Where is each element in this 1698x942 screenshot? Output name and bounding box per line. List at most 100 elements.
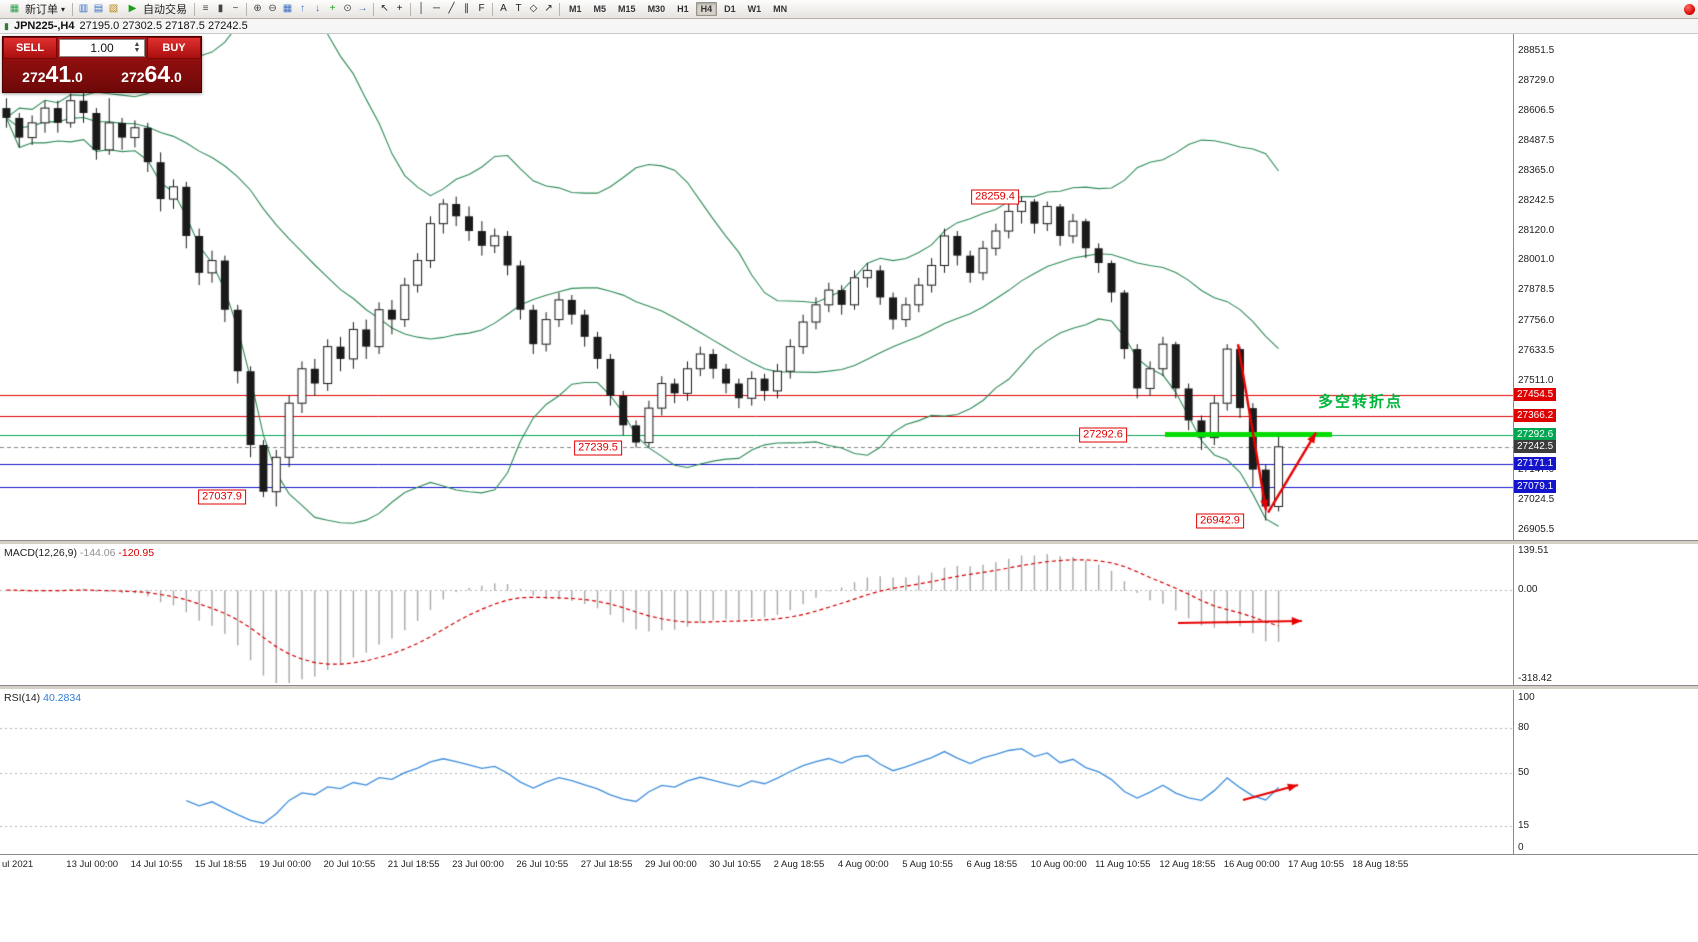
- macd-axis-label: -318.42: [1518, 673, 1552, 684]
- price-chart-canvas[interactable]: [0, 34, 1513, 540]
- macd-value: -144.06: [79, 547, 116, 559]
- sort-descending-icon[interactable]: ↓: [315, 3, 321, 14]
- new-order-button[interactable]: ▦ 新订单 ▾: [3, 2, 69, 17]
- connection-alert-icon[interactable]: [1684, 3, 1695, 15]
- volume-value: 1.00: [90, 41, 114, 55]
- rsi-canvas[interactable]: [0, 690, 1513, 854]
- navigator-icon[interactable]: ▧: [108, 3, 119, 14]
- price-axis-label: 28120.0: [1518, 225, 1555, 237]
- time-axis-label: 30 Jul 10:55: [709, 859, 762, 870]
- toolbar-separator: [72, 2, 74, 16]
- horizontal-line-icon[interactable]: ─: [432, 3, 441, 14]
- toolbar-separator: [194, 2, 196, 16]
- time-axis-label: 26 Jul 10:55: [516, 859, 569, 870]
- crosshair-icon[interactable]: +: [396, 3, 403, 14]
- rsi-axis-label: 50: [1518, 767, 1530, 778]
- timeframe-button-w1[interactable]: W1: [747, 4, 762, 14]
- zoom-in-icon[interactable]: ⊕: [253, 3, 262, 14]
- price-axis-label: 28001.0: [1518, 254, 1555, 266]
- turning-point-annotation[interactable]: 多空转折点: [1318, 393, 1404, 411]
- price-axis-badge: 27454.5: [1514, 387, 1557, 401]
- macd-axis-line: [1513, 545, 1514, 685]
- trendline-icon[interactable]: ╱: [448, 3, 455, 14]
- tile-windows-icon[interactable]: ▦: [282, 3, 293, 14]
- fibonacci-icon[interactable]: F: [478, 3, 485, 14]
- price-axis-label: 27024.5: [1518, 494, 1555, 506]
- main-chart-panel[interactable]: 28851.5 28729.0 28606.5 28487.5 28365.0 28242…: [0, 34, 1698, 540]
- candlestick-chart-icon[interactable]: ▮: [217, 3, 224, 14]
- chart-shift-icon[interactable]: →: [357, 3, 368, 14]
- vertical-line-icon[interactable]: │: [418, 3, 425, 14]
- time-axis-label: 11 Aug 10:55: [1095, 859, 1151, 870]
- timeframe-button-mn[interactable]: MN: [773, 4, 788, 14]
- timeframe-button-m1[interactable]: M1: [569, 4, 582, 14]
- autotrading-button-label: 自动交易: [143, 4, 188, 16]
- volume-spinner[interactable]: ▲ ▼: [131, 40, 143, 56]
- macd-canvas[interactable]: [0, 545, 1513, 685]
- time-axis-label: 14 Jul 10:55: [130, 859, 183, 870]
- volume-down-icon[interactable]: ▼: [133, 47, 141, 54]
- timeframe-button-h4[interactable]: H4: [695, 2, 718, 16]
- price-axis-badge: 27292.6: [1514, 427, 1557, 441]
- macd-axis-label: 139.51: [1518, 545, 1549, 556]
- arrow-object-icon[interactable]: ↗: [544, 3, 553, 14]
- zoom-out-icon[interactable]: ⊖: [268, 3, 277, 14]
- time-axis-label: 29 Jul 00:00: [645, 859, 697, 870]
- rsi-axis-line: [1513, 690, 1514, 854]
- buy-button[interactable]: BUY: [147, 37, 201, 59]
- text-label-icon[interactable]: T: [515, 3, 522, 14]
- line-chart-icon[interactable]: ~: [232, 3, 239, 14]
- timeframe-button-d1[interactable]: D1: [724, 4, 736, 14]
- panel-separator[interactable]: [0, 540, 1698, 545]
- price-tag-annotation[interactable]: 28259.4: [971, 189, 1019, 205]
- chevron-down-icon: ▾: [61, 4, 66, 14]
- charts-grid-icon[interactable]: ▥: [78, 3, 89, 14]
- bar-chart-icon[interactable]: ≡: [202, 3, 209, 14]
- volume-up-icon[interactable]: ▲: [133, 41, 141, 48]
- time-axis[interactable]: ul 2021 13 Jul 00:00 14 Jul 10:55 15 Jul 18…: [0, 854, 1698, 874]
- sort-ascending-icon[interactable]: ↑: [300, 3, 306, 14]
- price-tag-annotation[interactable]: 26942.9: [1196, 513, 1244, 529]
- sell-button[interactable]: SELL: [3, 37, 57, 59]
- price-tag-annotation[interactable]: 27239.5: [574, 440, 622, 456]
- panel-separator[interactable]: [0, 685, 1698, 690]
- macd-panel[interactable]: MACD(12,26,9) -144.06 -120.95 139.51 0.00…: [0, 545, 1698, 685]
- buy-price[interactable]: 27264.0: [121, 61, 182, 87]
- shapes-icon[interactable]: ◇: [529, 3, 538, 14]
- time-axis-label: 18 Aug 18:55: [1352, 859, 1409, 870]
- toolbar-separator: [410, 2, 412, 16]
- price-axis-label: 28487.5: [1518, 134, 1555, 146]
- time-axis-label: 20 Jul 10:55: [323, 859, 376, 870]
- price-axis-label: 28729.0: [1518, 75, 1555, 87]
- price-axis-label: 28242.5: [1518, 194, 1555, 206]
- cursor-icon[interactable]: ↖: [380, 3, 389, 14]
- price-axis-line: [1513, 34, 1514, 540]
- time-axis-label: 17 Aug 10:55: [1288, 859, 1344, 870]
- clock-icon[interactable]: ⊙: [343, 3, 352, 14]
- autotrading-button[interactable]: ▶ 自动交易: [121, 2, 191, 17]
- time-axis-label: 5 Aug 10:55: [902, 859, 953, 870]
- market-watch-icon[interactable]: ▤: [93, 3, 104, 14]
- rsi-panel[interactable]: RSI(14) 40.2834 100 80 50 15 0: [0, 690, 1698, 854]
- text-icon[interactable]: A: [500, 3, 507, 14]
- time-axis-label: 15 Jul 18:55: [194, 859, 247, 870]
- timeframe-button-m30[interactable]: M30: [647, 4, 666, 14]
- time-axis-label: 4 Aug 00:00: [837, 859, 889, 870]
- one-click-trading-widget: SELL 1.00 ▲ ▼ BUY 27241.0 27264.0: [2, 36, 202, 93]
- channel-icon[interactable]: ∥: [464, 3, 470, 14]
- price-axis-label: 26905.5: [1518, 523, 1555, 535]
- chart-title-bar: ▮ JPN225-,H4 27195.0 27302.5 27187.5 272…: [0, 19, 1698, 34]
- timeframe-button-h1[interactable]: H1: [677, 4, 689, 14]
- price-axis-badge: 27171.1: [1514, 457, 1557, 471]
- add-indicator-icon[interactable]: +: [329, 3, 336, 14]
- rsi-axis-label: 100: [1518, 692, 1535, 703]
- macd-axis-label: 0.00: [1518, 583, 1538, 595]
- sell-price[interactable]: 27241.0: [22, 61, 83, 87]
- price-axis-badge: 27079.1: [1514, 480, 1557, 494]
- timeframe-button-m15[interactable]: M15: [618, 4, 636, 14]
- price-tag-annotation[interactable]: 27037.9: [198, 489, 246, 505]
- toolbar-separator: [246, 2, 248, 16]
- timeframe-button-m5[interactable]: M5: [593, 4, 607, 14]
- volume-input[interactable]: 1.00 ▲ ▼: [59, 39, 145, 57]
- price-tag-annotation[interactable]: 27292.6: [1079, 427, 1127, 443]
